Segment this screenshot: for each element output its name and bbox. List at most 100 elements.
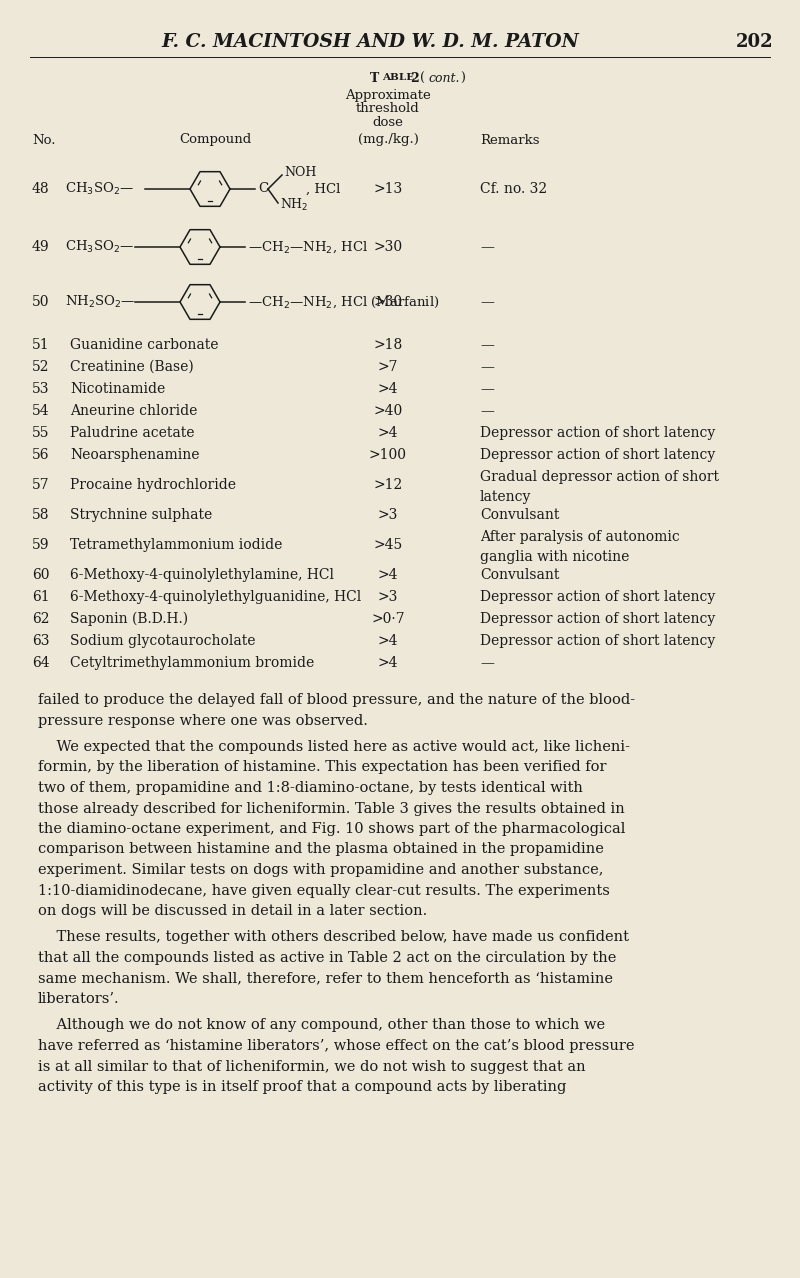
Text: No.: No. <box>32 133 55 147</box>
Text: —: — <box>480 656 494 670</box>
Text: >4: >4 <box>378 656 398 670</box>
Text: >4: >4 <box>378 382 398 396</box>
Text: 52: 52 <box>32 360 50 374</box>
Text: Cetyltrimethylammonium bromide: Cetyltrimethylammonium bromide <box>70 656 314 670</box>
Text: >30: >30 <box>374 240 402 254</box>
Text: 6-Methoxy-4-quinolylethylamine, HCl: 6-Methoxy-4-quinolylethylamine, HCl <box>70 567 334 581</box>
Text: Gradual depressor action of short
latency: Gradual depressor action of short latenc… <box>480 470 719 504</box>
Text: experiment. Similar tests on dogs with propamidine and another substance,: experiment. Similar tests on dogs with p… <box>38 863 603 877</box>
Text: CH$_3$SO$_2$—: CH$_3$SO$_2$— <box>65 239 134 256</box>
Text: >40: >40 <box>374 404 402 418</box>
Text: Nicotinamide: Nicotinamide <box>70 382 166 396</box>
Text: Although we do not know of any compound, other than those to which we: Although we do not know of any compound,… <box>38 1019 605 1033</box>
Text: Saponin (B.D.H.): Saponin (B.D.H.) <box>70 612 188 626</box>
Text: NH$_2$SO$_2$—: NH$_2$SO$_2$— <box>65 294 135 311</box>
Text: —CH$_2$—NH$_2$, HCl (Marfanil): —CH$_2$—NH$_2$, HCl (Marfanil) <box>248 294 439 309</box>
Text: Aneurine chloride: Aneurine chloride <box>70 404 198 418</box>
Text: Depressor action of short latency: Depressor action of short latency <box>480 612 715 626</box>
Text: 59: 59 <box>32 538 50 552</box>
Text: 57: 57 <box>32 478 50 492</box>
Text: same mechanism. We shall, therefore, refer to them henceforth as ‘histamine: same mechanism. We shall, therefore, ref… <box>38 971 613 985</box>
Text: —: — <box>480 404 494 418</box>
Text: >3: >3 <box>378 507 398 521</box>
Text: Compound: Compound <box>179 133 251 147</box>
Text: Depressor action of short latency: Depressor action of short latency <box>480 634 715 648</box>
Text: >30: >30 <box>374 295 402 309</box>
Text: 63: 63 <box>32 634 50 648</box>
Text: , HCl: , HCl <box>306 183 340 196</box>
Text: have referred as ‘histamine liberators’, whose effect on the cat’s blood pressur: have referred as ‘histamine liberators’,… <box>38 1039 634 1053</box>
Text: After paralysis of autonomic
ganglia with nicotine: After paralysis of autonomic ganglia wit… <box>480 530 680 564</box>
Text: 2: 2 <box>410 72 418 84</box>
Text: >100: >100 <box>369 449 407 463</box>
Text: Paludrine acetate: Paludrine acetate <box>70 426 194 440</box>
Text: Strychnine sulphate: Strychnine sulphate <box>70 507 212 521</box>
Text: C: C <box>258 183 268 196</box>
Text: Procaine hydrochloride: Procaine hydrochloride <box>70 478 236 492</box>
Text: >4: >4 <box>378 634 398 648</box>
Text: CH$_3$SO$_2$—: CH$_3$SO$_2$— <box>65 181 134 197</box>
Text: >4: >4 <box>378 567 398 581</box>
Text: 50: 50 <box>32 295 50 309</box>
Text: —: — <box>480 337 494 351</box>
Text: Creatinine (Base): Creatinine (Base) <box>70 360 194 374</box>
Text: >3: >3 <box>378 590 398 604</box>
Text: 55: 55 <box>32 426 50 440</box>
Text: NOH: NOH <box>284 166 316 179</box>
Text: T: T <box>370 72 379 84</box>
Text: 1:10-diamidinodecane, have given equally clear-cut results. The experiments: 1:10-diamidinodecane, have given equally… <box>38 883 610 897</box>
Text: formin, by the liberation of histamine. This expectation has been verified for: formin, by the liberation of histamine. … <box>38 760 606 774</box>
Text: Approximate: Approximate <box>345 88 431 101</box>
Text: 48: 48 <box>32 181 50 196</box>
Text: 6-Methoxy-4-quinolylethylguanidine, HCl: 6-Methoxy-4-quinolylethylguanidine, HCl <box>70 590 362 604</box>
Text: the diamino-octane experiment, and Fig. 10 shows part of the pharmacological: the diamino-octane experiment, and Fig. … <box>38 822 626 836</box>
Text: 202: 202 <box>736 33 774 51</box>
Text: —CH$_2$—NH$_2$, HCl: —CH$_2$—NH$_2$, HCl <box>248 239 368 254</box>
Text: (mg./kg.): (mg./kg.) <box>358 133 418 147</box>
Text: —: — <box>480 360 494 374</box>
Text: >45: >45 <box>374 538 402 552</box>
Text: ): ) <box>460 72 465 84</box>
Text: 61: 61 <box>32 590 50 604</box>
Text: 53: 53 <box>32 382 50 396</box>
Text: —: — <box>480 382 494 396</box>
Text: 56: 56 <box>32 449 50 463</box>
Text: 60: 60 <box>32 567 50 581</box>
Text: activity of this type is in itself proof that a compound acts by liberating: activity of this type is in itself proof… <box>38 1080 566 1094</box>
Text: those already described for licheniformin. Table 3 gives the results obtained in: those already described for licheniformi… <box>38 801 625 815</box>
Text: is at all similar to that of licheniformin, we do not wish to suggest that an: is at all similar to that of licheniform… <box>38 1059 586 1074</box>
Text: >12: >12 <box>374 478 402 492</box>
Text: Convulsant: Convulsant <box>480 507 559 521</box>
Text: Depressor action of short latency: Depressor action of short latency <box>480 590 715 604</box>
Text: pressure response where one was observed.: pressure response where one was observed… <box>38 713 368 727</box>
Text: 51: 51 <box>32 337 50 351</box>
Text: Cf. no. 32: Cf. no. 32 <box>480 181 547 196</box>
Text: 62: 62 <box>32 612 50 626</box>
Text: Tetramethylammonium iodide: Tetramethylammonium iodide <box>70 538 282 552</box>
Text: cont.: cont. <box>428 72 459 84</box>
Text: NH$_2$: NH$_2$ <box>280 197 309 213</box>
Text: 58: 58 <box>32 507 50 521</box>
Text: Sodium glycotaurocholate: Sodium glycotaurocholate <box>70 634 255 648</box>
Text: F. C. MACINTOSH AND W. D. M. PATON: F. C. MACINTOSH AND W. D. M. PATON <box>161 33 579 51</box>
Text: on dogs will be discussed in detail in a later section.: on dogs will be discussed in detail in a… <box>38 904 427 918</box>
Text: 54: 54 <box>32 404 50 418</box>
Text: >4: >4 <box>378 426 398 440</box>
Text: >0·7: >0·7 <box>371 612 405 626</box>
Text: failed to produce the delayed fall of blood pressure, and the nature of the bloo: failed to produce the delayed fall of bl… <box>38 693 635 707</box>
Text: Remarks: Remarks <box>480 133 539 147</box>
Text: ABLE: ABLE <box>382 74 414 83</box>
Text: >7: >7 <box>378 360 398 374</box>
Text: 49: 49 <box>32 240 50 254</box>
Text: These results, together with others described below, have made us confident: These results, together with others desc… <box>38 930 629 944</box>
Text: comparison between histamine and the plasma obtained in the propamidine: comparison between histamine and the pla… <box>38 842 604 856</box>
Text: 64: 64 <box>32 656 50 670</box>
Text: threshold: threshold <box>356 102 420 115</box>
Text: dose: dose <box>373 116 403 129</box>
Text: >13: >13 <box>374 181 402 196</box>
Text: Depressor action of short latency: Depressor action of short latency <box>480 449 715 463</box>
Text: Convulsant: Convulsant <box>480 567 559 581</box>
Text: Neoarsphenamine: Neoarsphenamine <box>70 449 199 463</box>
Text: >18: >18 <box>374 337 402 351</box>
Text: two of them, propamidine and 1:8-diamino-octane, by tests identical with: two of them, propamidine and 1:8-diamino… <box>38 781 583 795</box>
